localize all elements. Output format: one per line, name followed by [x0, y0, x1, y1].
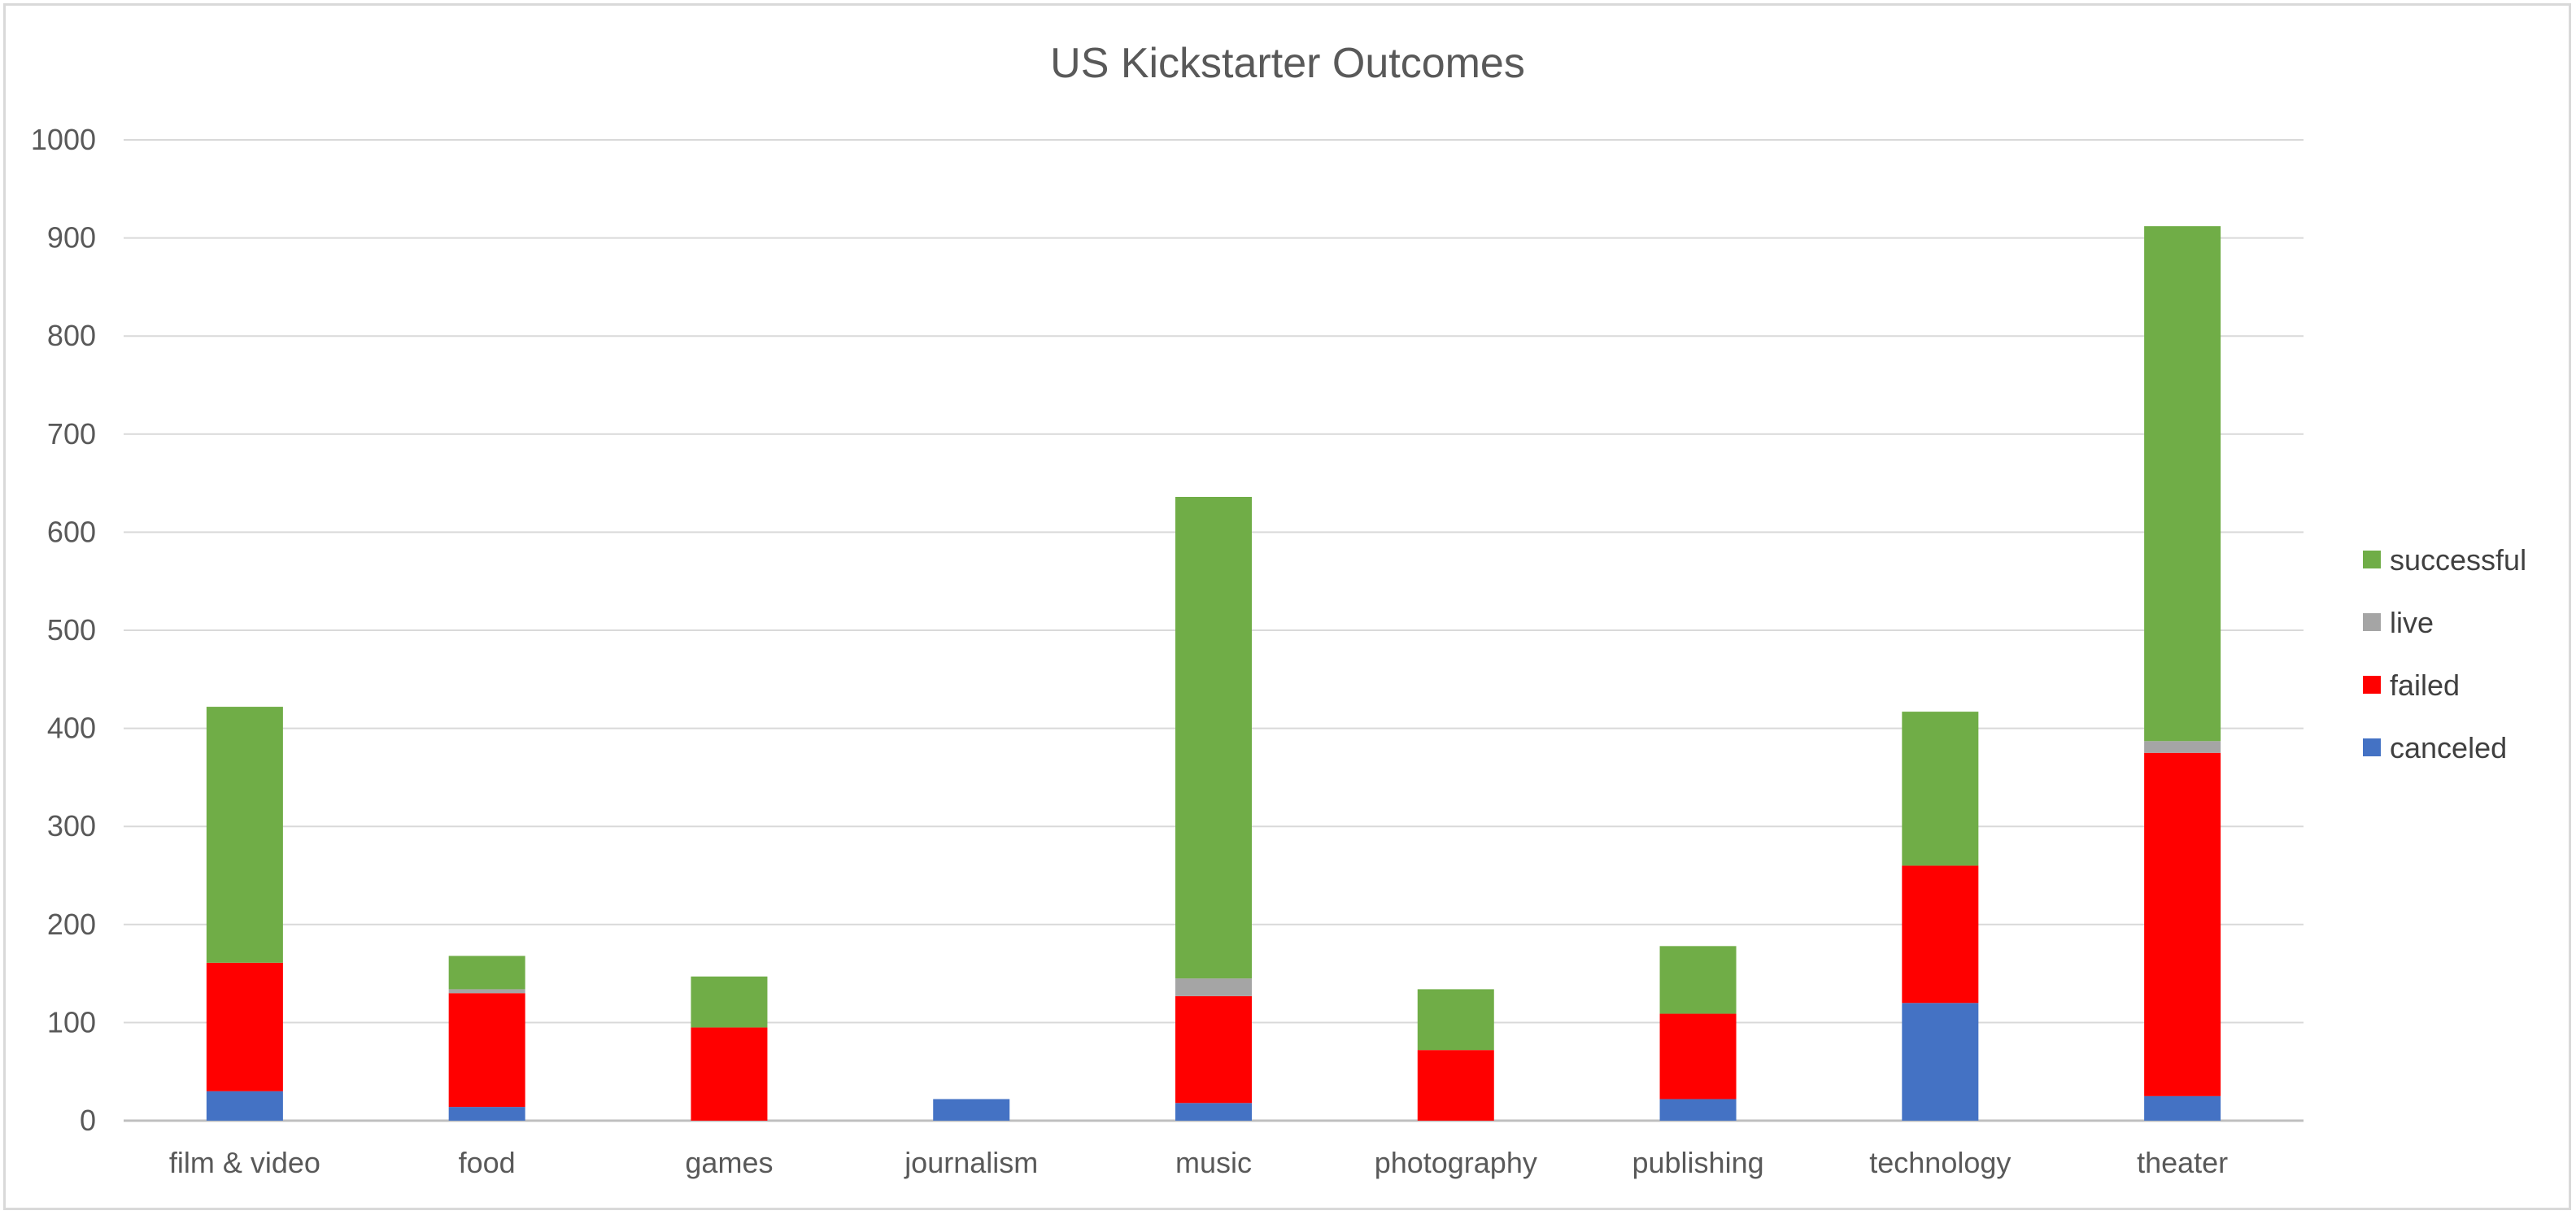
x-tick-label: publishing [1632, 1146, 1763, 1179]
x-tick-label: film & video [169, 1146, 320, 1179]
y-tick-label: 600 [47, 515, 96, 548]
bar-failed [691, 1027, 768, 1121]
legend-swatch-successful [2363, 551, 2381, 568]
x-tick-label: food [459, 1146, 516, 1179]
bar-successful [1659, 946, 1737, 1014]
x-tick-label: journalism [904, 1146, 1038, 1179]
y-tick-label: 100 [47, 1005, 96, 1039]
bar-successful [448, 956, 525, 990]
bar-canceled [1902, 1003, 1979, 1121]
bar-successful [1417, 989, 1494, 1051]
bar-successful [1175, 496, 1252, 979]
y-tick-label: 800 [47, 319, 96, 352]
bar-canceled [1659, 1099, 1737, 1121]
bar-canceled [2144, 1095, 2221, 1121]
y-tick-label: 700 [47, 417, 96, 451]
x-axis-ticks: film & video food games journalism music phot… [169, 1146, 2228, 1179]
bar-failed [448, 993, 525, 1108]
x-tick-label: technology [1869, 1146, 2011, 1179]
bar-canceled [206, 1091, 283, 1121]
chart-frame [3, 3, 2571, 1210]
bar-failed [2144, 752, 2221, 1096]
x-tick-label: games [685, 1146, 773, 1179]
bar-successful [2144, 226, 2221, 742]
bar-canceled [448, 1107, 525, 1121]
y-tick-label: 1000 [31, 123, 96, 156]
bar-live [2144, 741, 2221, 753]
legend-swatch-failed [2363, 676, 2381, 694]
x-tick-label: music [1175, 1146, 1252, 1179]
y-tick-label: 0 [80, 1104, 96, 1137]
x-tick-label: photography [1375, 1146, 1537, 1179]
bar-failed [1417, 1050, 1494, 1121]
y-tick-label: 500 [47, 613, 96, 647]
bar-failed [1902, 865, 1979, 1004]
bar-live [1175, 978, 1252, 996]
bar-failed [1175, 995, 1252, 1104]
legend-label-failed: failed [2390, 668, 2460, 702]
y-tick-label: 900 [47, 221, 96, 255]
y-tick-label: 300 [47, 809, 96, 843]
legend-label-canceled: canceled [2390, 731, 2507, 764]
bar-canceled [1175, 1103, 1252, 1121]
bar-successful [1902, 712, 1979, 866]
y-tick-label: 400 [47, 712, 96, 745]
bar-canceled [933, 1099, 1010, 1121]
bar-failed [206, 962, 283, 1091]
legend-swatch-live [2363, 613, 2381, 631]
bar-successful [691, 976, 768, 1028]
bar-failed [1659, 1013, 1737, 1100]
chart-title: US Kickstarter Outcomes [1050, 40, 1525, 87]
y-tick-label: 200 [47, 908, 96, 941]
legend-label-successful: successful [2390, 543, 2526, 577]
bar-live [448, 989, 525, 994]
bars [206, 226, 2221, 1121]
x-tick-label: theater [2137, 1146, 2228, 1179]
bar-successful [206, 707, 283, 963]
y-axis-ticks: 0 100 200 300 400 500 600 700 800 900 1000 [31, 123, 96, 1137]
legend: successful live failed canceled [2363, 543, 2526, 764]
legend-swatch-canceled [2363, 738, 2381, 756]
legend-label-live: live [2390, 606, 2434, 639]
